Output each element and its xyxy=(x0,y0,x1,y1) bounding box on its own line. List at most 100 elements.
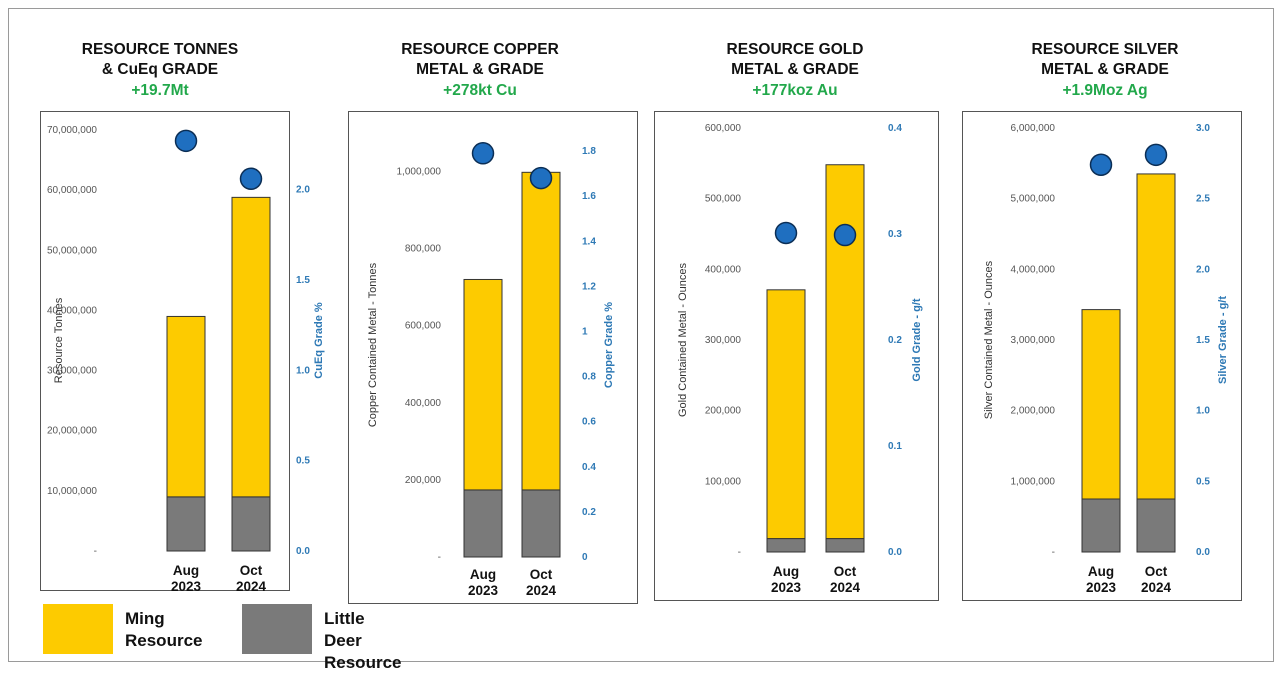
left-tick-label: 500,000 xyxy=(705,194,742,205)
right-tick-label: 2.5 xyxy=(1196,194,1210,205)
chart-subtitle: +177koz Au xyxy=(752,82,838,99)
chart-title-line1: RESOURCE COPPER xyxy=(401,41,559,58)
bar-ming xyxy=(463,278,503,491)
category-label-line2: 2023 xyxy=(1086,580,1117,595)
chart-title-line2: METAL & GRADE xyxy=(1041,61,1169,78)
legend-ming-label-line1: Ming xyxy=(125,609,165,628)
bar-ming xyxy=(1081,309,1121,500)
right-tick-label: 0.1 xyxy=(888,441,902,452)
bar-ming xyxy=(825,164,865,540)
category-label-line1: Aug xyxy=(1088,564,1114,579)
left-tick-label: 1,000,000 xyxy=(397,167,442,178)
category-label-line2: 2024 xyxy=(236,579,267,594)
right-tick-label: 0.0 xyxy=(1196,547,1210,558)
right-tick-label: 1.5 xyxy=(1196,335,1210,346)
right-tick-label: 0.2 xyxy=(582,507,596,518)
right-tick-label: 1.0 xyxy=(1196,406,1210,417)
legend-little-deer-label-line1: Little Deer xyxy=(324,609,365,650)
left-tick-label: 60,000,000 xyxy=(47,185,97,196)
chart-3: - 100,000 200,000 300,000 400,000 500,000 600,… xyxy=(677,123,923,595)
right-tick-label: 1.4 xyxy=(582,236,596,247)
left-tick-label: 600,000 xyxy=(405,321,442,332)
left-tick-label: 70,000,000 xyxy=(47,125,97,136)
grade-point xyxy=(471,142,495,165)
left-tick-label: 10,000,000 xyxy=(47,486,97,497)
category-label-line2: 2023 xyxy=(468,583,499,598)
bar-little-deer xyxy=(1136,498,1176,553)
category-label-line2: 2024 xyxy=(526,583,557,598)
bar-little-deer xyxy=(825,538,865,553)
chart-subtitle: +278kt Cu xyxy=(443,82,517,99)
chart-title: RESOURCE GOLD METAL & GRADE xyxy=(650,40,940,80)
left-tick-label: - xyxy=(738,547,741,558)
legend-little-deer-label: Little Deer Resource xyxy=(324,608,401,674)
right-tick-label: 0.0 xyxy=(888,547,902,558)
chart-title-line1: RESOURCE SILVER xyxy=(1031,41,1179,58)
category-label-line1: Oct xyxy=(834,564,857,579)
right-tick-label: 0.0 xyxy=(296,546,310,557)
chart-title-line2: METAL & GRADE xyxy=(731,61,859,78)
left-tick-label: 6,000,000 xyxy=(1011,123,1056,134)
legend-ming-label-line2: Resource xyxy=(125,631,203,650)
left-tick-label: - xyxy=(438,552,441,563)
right-tick-label: 0.4 xyxy=(888,123,902,134)
chart-title-line1: RESOURCE TONNES xyxy=(81,41,239,58)
grade-point xyxy=(1089,153,1113,176)
bar-little-deer xyxy=(463,489,503,558)
right-tick-label: 1.8 xyxy=(582,146,596,157)
bar-little-deer xyxy=(231,496,271,552)
left-tick-label: 1,000,000 xyxy=(1011,476,1056,487)
right-tick-label: 2.0 xyxy=(1196,264,1210,275)
left-tick-label: 300,000 xyxy=(705,335,742,346)
bar-ming xyxy=(521,171,561,491)
left-tick-label: 50,000,000 xyxy=(47,245,97,256)
left-tick-label: 5,000,000 xyxy=(1011,194,1056,205)
chart-title-line2: METAL & GRADE xyxy=(416,61,544,78)
bar-little-deer xyxy=(1081,498,1121,553)
category-label-line1: Oct xyxy=(1145,564,1168,579)
bar-little-deer xyxy=(766,538,806,553)
chart-title-line2: & CuEq GRADE xyxy=(101,61,219,78)
left-tick-label: 600,000 xyxy=(705,123,742,134)
y-axis-right-label: CuEq Grade % xyxy=(313,302,325,379)
grade-point xyxy=(833,223,857,247)
left-tick-label: 40,000,000 xyxy=(47,305,97,316)
grade-point xyxy=(239,167,263,191)
right-tick-label: 1.5 xyxy=(296,275,310,286)
chart-title: RESOURCE COPPER METAL & GRADE xyxy=(330,40,630,80)
chart-subtitle: +1.9Moz Ag xyxy=(1062,82,1148,99)
left-tick-label: 4,000,000 xyxy=(1011,264,1056,275)
chart-subtitle: +19.7Mt xyxy=(131,82,189,99)
chart-1: - 10,000,000 20,000,000 30,000,000 40,000,00… xyxy=(47,125,325,594)
grade-point xyxy=(529,166,553,190)
y-axis-label: Silver Contained Metal - Ounces xyxy=(983,260,995,419)
y-axis-label: Gold Contained Metal - Ounces xyxy=(677,262,689,417)
left-tick-label: 800,000 xyxy=(405,244,442,255)
left-tick-label: 400,000 xyxy=(705,264,742,275)
right-tick-label: 1.0 xyxy=(296,365,310,376)
left-tick-label: 200,000 xyxy=(705,406,742,417)
bar-little-deer xyxy=(166,496,206,552)
bar-ming xyxy=(166,315,206,498)
y-axis-right-label: Copper Grade % xyxy=(603,302,615,388)
bar-ming xyxy=(766,289,806,540)
right-tick-label: 1.2 xyxy=(582,281,596,292)
right-tick-label: 1.6 xyxy=(582,191,596,202)
chart-4: - 1,000,000 2,000,000 3,000,000 4,000,000 5,0… xyxy=(983,123,1229,595)
category-label-line2: 2024 xyxy=(830,580,861,595)
left-tick-label: 200,000 xyxy=(405,475,442,486)
grade-point xyxy=(774,221,798,245)
right-tick-label: 0 xyxy=(582,552,588,563)
left-tick-label: 400,000 xyxy=(405,398,442,409)
category-label-line1: Oct xyxy=(530,567,553,582)
right-tick-label: 1 xyxy=(582,326,588,337)
bar-ming xyxy=(231,196,271,498)
grade-point xyxy=(1144,143,1168,167)
category-label-line1: Aug xyxy=(470,567,496,582)
y-axis-right-label: Gold Grade - g/t xyxy=(911,298,923,381)
right-tick-label: 0.5 xyxy=(296,456,310,467)
chart-title-line1: RESOURCE GOLD xyxy=(726,41,864,58)
right-tick-label: 0.3 xyxy=(888,229,902,240)
left-tick-label: - xyxy=(1052,547,1055,558)
